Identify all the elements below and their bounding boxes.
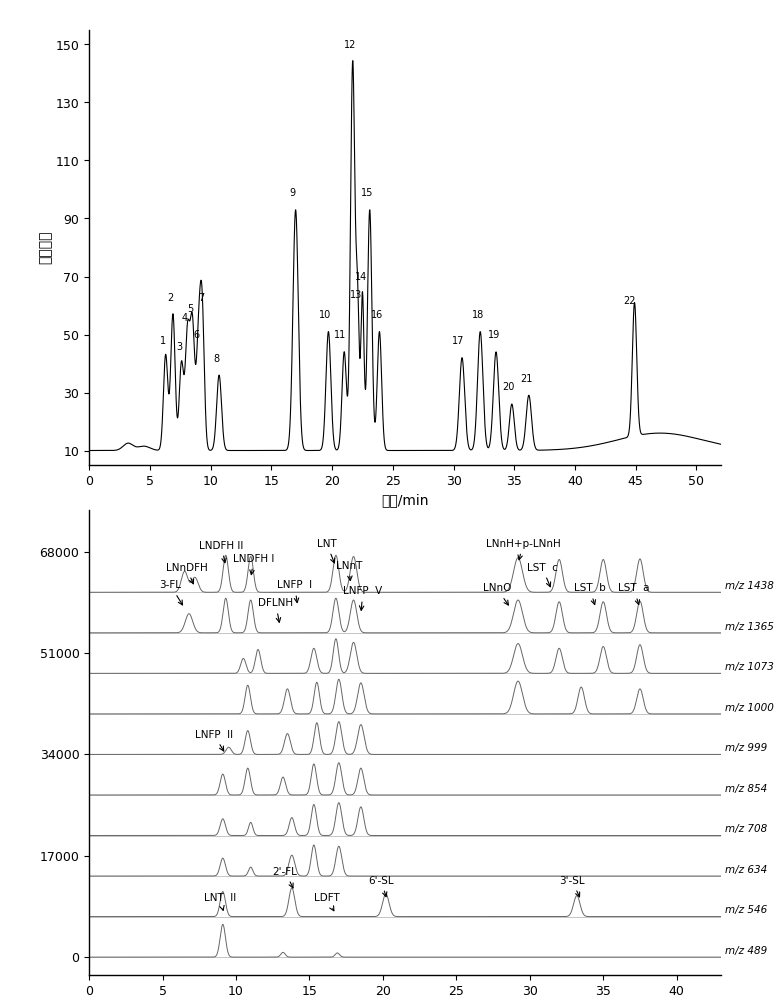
Text: 7: 7 [198, 293, 204, 303]
Text: LNDFH I: LNDFH I [233, 554, 274, 575]
Text: m/z 854: m/z 854 [725, 784, 767, 794]
Text: LNnT: LNnT [336, 561, 362, 581]
Text: m/z 1000: m/z 1000 [725, 703, 774, 713]
Text: 22: 22 [623, 296, 636, 306]
Text: m/z 999: m/z 999 [725, 743, 767, 753]
Text: 4: 4 [182, 313, 188, 323]
Text: LNFP  II: LNFP II [195, 730, 233, 751]
Text: 3: 3 [176, 342, 182, 352]
Text: 5: 5 [188, 304, 194, 314]
Text: m/z 634: m/z 634 [725, 865, 767, 875]
Text: LNnO: LNnO [483, 583, 512, 605]
Text: LNT: LNT [317, 539, 336, 563]
Text: LNFP  I: LNFP I [277, 580, 312, 603]
Text: 19: 19 [487, 330, 500, 340]
Text: m/z 708: m/z 708 [725, 824, 767, 834]
Text: m/z 1438: m/z 1438 [725, 581, 774, 591]
Text: 10: 10 [319, 310, 331, 320]
Text: 14: 14 [354, 272, 367, 282]
Text: m/z 1073: m/z 1073 [725, 662, 774, 672]
Text: LST  b: LST b [574, 583, 605, 605]
Text: LNT  II: LNT II [204, 893, 236, 910]
Text: LNFP  V: LNFP V [343, 586, 383, 610]
Text: LST  a: LST a [618, 583, 649, 605]
Text: 15: 15 [361, 188, 374, 198]
Text: 6: 6 [193, 330, 199, 340]
Text: LNDFH II: LNDFH II [199, 541, 243, 563]
Text: 13: 13 [350, 290, 362, 300]
Text: 1: 1 [160, 336, 167, 346]
Text: LDFT: LDFT [314, 893, 339, 911]
Text: 3-FL: 3-FL [160, 580, 182, 605]
Text: LNnH+p-LNnH: LNnH+p-LNnH [486, 539, 560, 560]
X-axis label: 时间/min: 时间/min [381, 493, 429, 507]
Text: 3'-SL: 3'-SL [560, 876, 585, 897]
Text: 17: 17 [452, 336, 464, 346]
Text: 21: 21 [520, 374, 532, 384]
Text: 8: 8 [214, 354, 220, 363]
Text: m/z 489: m/z 489 [725, 946, 767, 956]
Text: 12: 12 [344, 40, 357, 50]
Text: 11: 11 [335, 330, 346, 340]
Text: m/z 1365: m/z 1365 [725, 622, 774, 632]
Text: 6'-SL: 6'-SL [368, 876, 394, 897]
Text: 2: 2 [167, 293, 174, 303]
Text: 18: 18 [472, 310, 484, 320]
Text: m/z 546: m/z 546 [725, 905, 767, 915]
Text: LST  c: LST c [527, 563, 558, 587]
Text: 2'-FL: 2'-FL [273, 867, 298, 888]
Text: DFLNH: DFLNH [258, 598, 293, 622]
Text: 16: 16 [371, 310, 383, 320]
Text: 9: 9 [289, 188, 295, 198]
Text: 20: 20 [502, 382, 515, 392]
Y-axis label: 响应强度: 响应强度 [39, 231, 53, 264]
Text: LNnDFH: LNnDFH [166, 563, 207, 584]
